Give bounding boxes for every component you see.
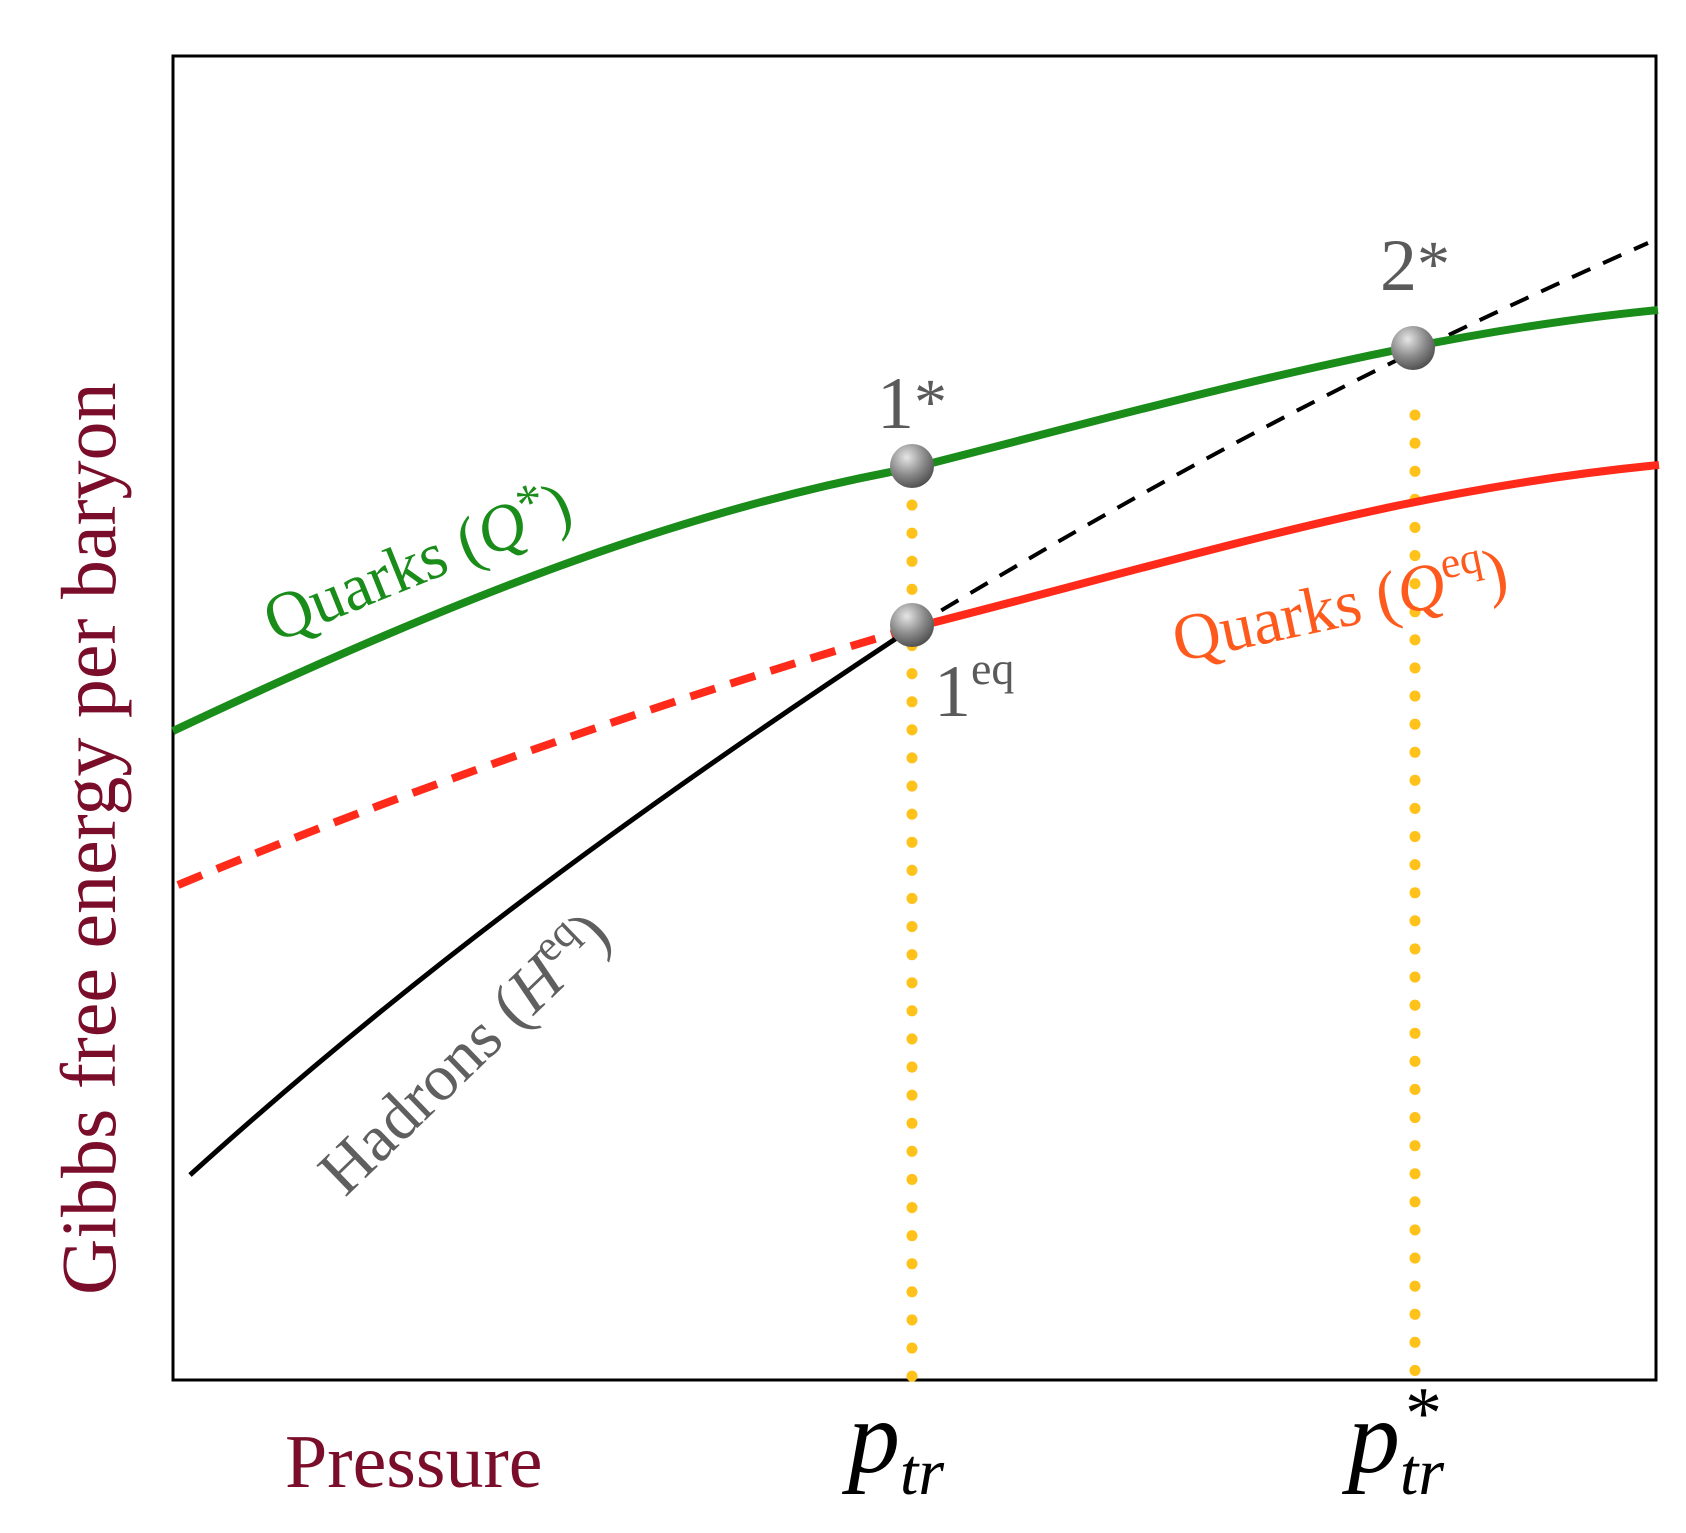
tick-label-p-tr: ptr: [841, 1380, 944, 1509]
x-axis-label: Pressure: [285, 1420, 543, 1504]
hadrons-eq-line: [188, 625, 914, 1177]
point-2-star: [1391, 326, 1435, 370]
hadrons-dashed-line: [910, 241, 1649, 630]
tick-label-p-tr-star-sup: *: [1405, 1373, 1442, 1455]
quarks-eq-line: [911, 461, 1660, 632]
label-1-eq: 1eq: [934, 643, 1014, 733]
label-1-star: 1*: [877, 363, 947, 445]
label-quarks-star: Quarks (Q*): [251, 463, 581, 657]
point-1-star: [890, 444, 934, 488]
y-axis-label: Gibbs free energy per baryon: [45, 382, 132, 1295]
label-hadrons-eq: Hadrons (Heq): [300, 892, 624, 1209]
label-2-star: 2*: [1380, 225, 1450, 307]
point-1-eq: [890, 603, 934, 647]
tick-label-p-tr-star: ptr: [1341, 1380, 1444, 1509]
quarks-eq-dashed-line: [176, 624, 914, 889]
